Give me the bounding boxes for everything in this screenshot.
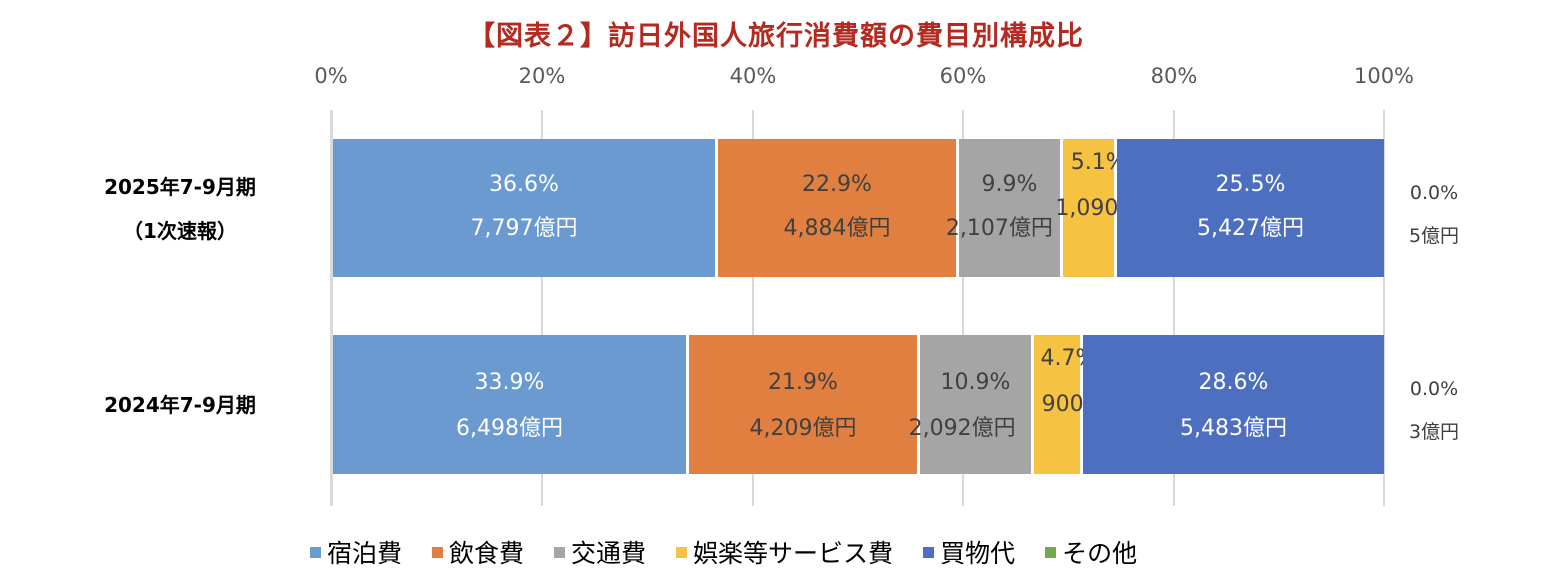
segment-amount: 4,884億円 <box>783 216 891 241</box>
x-tick: 100% <box>1353 64 1415 88</box>
legend-item-entertainment[interactable]: 娯楽等サービス費 <box>676 534 893 570</box>
legend-label: 交通費 <box>571 539 647 568</box>
legend-label: 娯楽等サービス費 <box>693 539 894 568</box>
bar-2025: 36.6% 7,797億円 22.9% 4,884億円 9.9% 2,107億円… <box>333 139 1384 277</box>
segment-other-pct: 0.0% <box>1409 378 1459 400</box>
gridline <box>752 110 754 506</box>
segment-transport[interactable]: 10.9% 2,092億円 <box>909 335 1034 474</box>
segment-accommodation[interactable]: 36.6% 7,797億円 <box>333 139 718 277</box>
legend-swatch-icon <box>310 546 321 558</box>
segment-pct: 25.5% <box>1215 172 1286 197</box>
legend: 宿泊費 飲食費 交通費 娯楽等サービス費 買物代 その他 <box>310 534 1137 570</box>
legend-item-transport[interactable]: 交通費 <box>554 534 646 570</box>
segment-amount: 5,483億円 <box>1180 416 1287 441</box>
segment-pct: 9.9% <box>981 172 1038 197</box>
legend-label: 買物代 <box>940 539 1016 568</box>
segment-amount: 7,797億円 <box>470 216 578 241</box>
bar-2024: 33.9% 6,498億円 21.9% 4,209億円 10.9% 2,092億… <box>333 335 1384 474</box>
segment-other-amount: 3億円 <box>1408 421 1460 443</box>
segment-accommodation[interactable]: 33.9% 6,498億円 <box>333 335 689 474</box>
gridline <box>541 110 543 506</box>
segment-amount: 5,427億円 <box>1197 216 1304 241</box>
legend-swatch-icon <box>554 546 566 558</box>
segment-pct: 22.9% <box>802 172 872 197</box>
x-tick: 0% <box>314 64 348 88</box>
legend-item-other[interactable]: その他 <box>1045 534 1137 570</box>
legend-swatch-icon <box>923 546 935 558</box>
segment-pct: 33.9% <box>474 370 545 395</box>
category-label-2024: 2024年7-9月期 <box>50 383 310 427</box>
category-label-2025: 2025年7-9月期 （1次速報） <box>50 165 310 253</box>
legend-label: その他 <box>1062 539 1138 568</box>
segment-shopping[interactable]: 28.6% 5,483億円 <box>1083 335 1384 474</box>
segment-shopping[interactable]: 25.5% 5,427億円 <box>1117 139 1384 277</box>
legend-swatch-icon <box>1045 546 1057 558</box>
gridline <box>1383 110 1385 506</box>
segment-amount: 4,209億円 <box>749 416 857 441</box>
x-tick: 20% <box>518 64 566 88</box>
segment-food[interactable]: 21.9% 4,209億円 <box>689 335 920 474</box>
segment-other-amount: 5億円 <box>1408 225 1460 247</box>
chart-title: 【図表２】訪日外国人旅行消費額の費目別構成比 <box>468 21 1084 52</box>
y-axis-line <box>330 110 333 506</box>
gridline <box>1173 110 1175 506</box>
x-tick: 60% <box>939 64 987 88</box>
legend-label: 飲食費 <box>449 539 525 568</box>
segment-amount: 2,092億円 <box>908 416 1016 441</box>
category-label-line1: 2025年7-9月期 <box>104 175 256 199</box>
legend-item-food[interactable]: 飲食費 <box>432 534 524 570</box>
x-tick: 80% <box>1150 64 1198 88</box>
segment-pct: 10.9% <box>940 370 1011 395</box>
legend-swatch-icon <box>432 546 444 558</box>
segment-entertainment[interactable]: 5.1% 1,090億円 <box>1055 139 1162 277</box>
x-tick: 40% <box>729 64 777 88</box>
segment-food[interactable]: 22.9% 4,884億円 <box>718 139 959 277</box>
segment-amount: 6,498億円 <box>456 416 563 441</box>
legend-item-accommodation[interactable]: 宿泊費 <box>310 534 402 570</box>
segment-pct: 36.6% <box>489 172 559 197</box>
segment-entertainment[interactable]: 4.7% 900億円 <box>1034 335 1128 474</box>
legend-label: 宿泊費 <box>327 539 403 568</box>
category-label-line1: 2024年7-9月期 <box>104 393 256 417</box>
segment-amount: 2,107億円 <box>945 216 1053 241</box>
segment-other-pct: 0.0% <box>1409 182 1459 204</box>
legend-swatch-icon <box>676 546 688 558</box>
gridline <box>962 110 964 506</box>
segment-transport[interactable]: 9.9% 2,107億円 <box>946 139 1063 277</box>
legend-item-shopping[interactable]: 買物代 <box>923 534 1015 570</box>
category-label-line2: （1次速報） <box>123 219 237 243</box>
segment-pct: 28.6% <box>1198 370 1269 395</box>
segment-pct: 21.9% <box>768 370 838 395</box>
